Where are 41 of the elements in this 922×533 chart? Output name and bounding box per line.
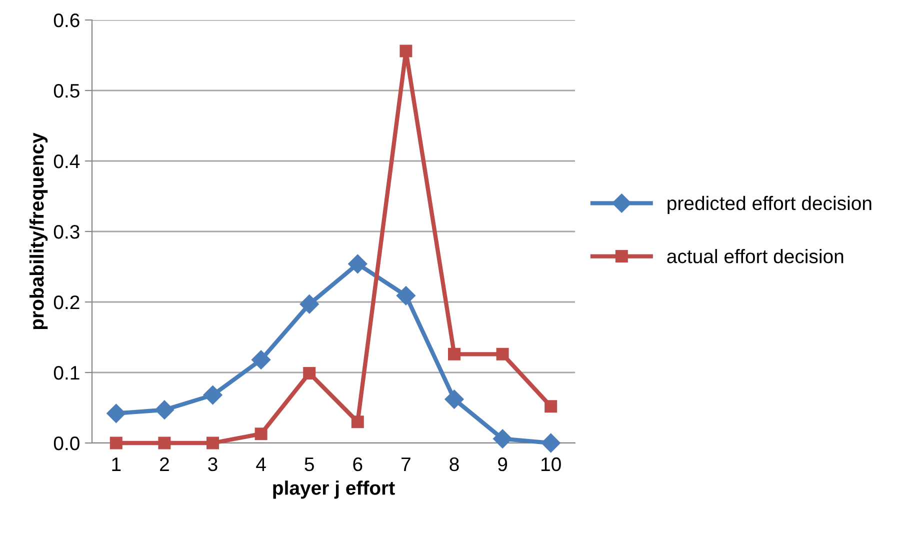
- point: [444, 390, 464, 409]
- point: [300, 294, 319, 314]
- point: [106, 404, 126, 423]
- point: [496, 348, 509, 360]
- x-tick-label: 3: [208, 457, 218, 472]
- x-tick-label: 1: [112, 458, 121, 471]
- y-tick-label: 0.1: [54, 366, 80, 380]
- x-tick-label: 8: [450, 457, 459, 472]
- point: [348, 254, 368, 274]
- y-tick-label: 0.6: [54, 13, 80, 28]
- point: [493, 429, 512, 448]
- point: [206, 436, 219, 450]
- x-tick-label: 7: [402, 458, 410, 471]
- point: [254, 428, 268, 440]
- point: [448, 348, 460, 360]
- point: [110, 436, 122, 450]
- y-tick-label: 0.2: [54, 295, 80, 310]
- point: [396, 286, 416, 306]
- y-tick-label: 0.4: [54, 154, 80, 168]
- legend-label: actual effort decision: [667, 249, 844, 264]
- point: [544, 400, 558, 413]
- point: [252, 350, 271, 370]
- x-tick-label: 5: [304, 458, 314, 472]
- point: [154, 400, 174, 420]
- legend-label: predicted effort decision: [668, 196, 872, 214]
- x-tick-label: 4: [256, 458, 266, 471]
- point: [400, 44, 412, 58]
- point: [351, 416, 364, 428]
- point: [158, 436, 171, 450]
- y-tick-label: 0.5: [54, 84, 80, 98]
- point: [303, 366, 316, 380]
- x-tick-label: 6: [353, 457, 362, 472]
- x-tick-label: 2: [160, 457, 169, 471]
- x-tick-label: 9: [498, 457, 508, 472]
- y-axis-title: probability/frequency: [29, 132, 48, 330]
- y-tick-label: 0.3: [54, 224, 80, 239]
- point: [203, 386, 222, 405]
- point: [541, 433, 560, 453]
- x-axis-title: player j effort: [273, 480, 395, 499]
- y-tick-label: 0.0: [54, 436, 80, 450]
- x-tick-label: 10: [542, 457, 561, 472]
